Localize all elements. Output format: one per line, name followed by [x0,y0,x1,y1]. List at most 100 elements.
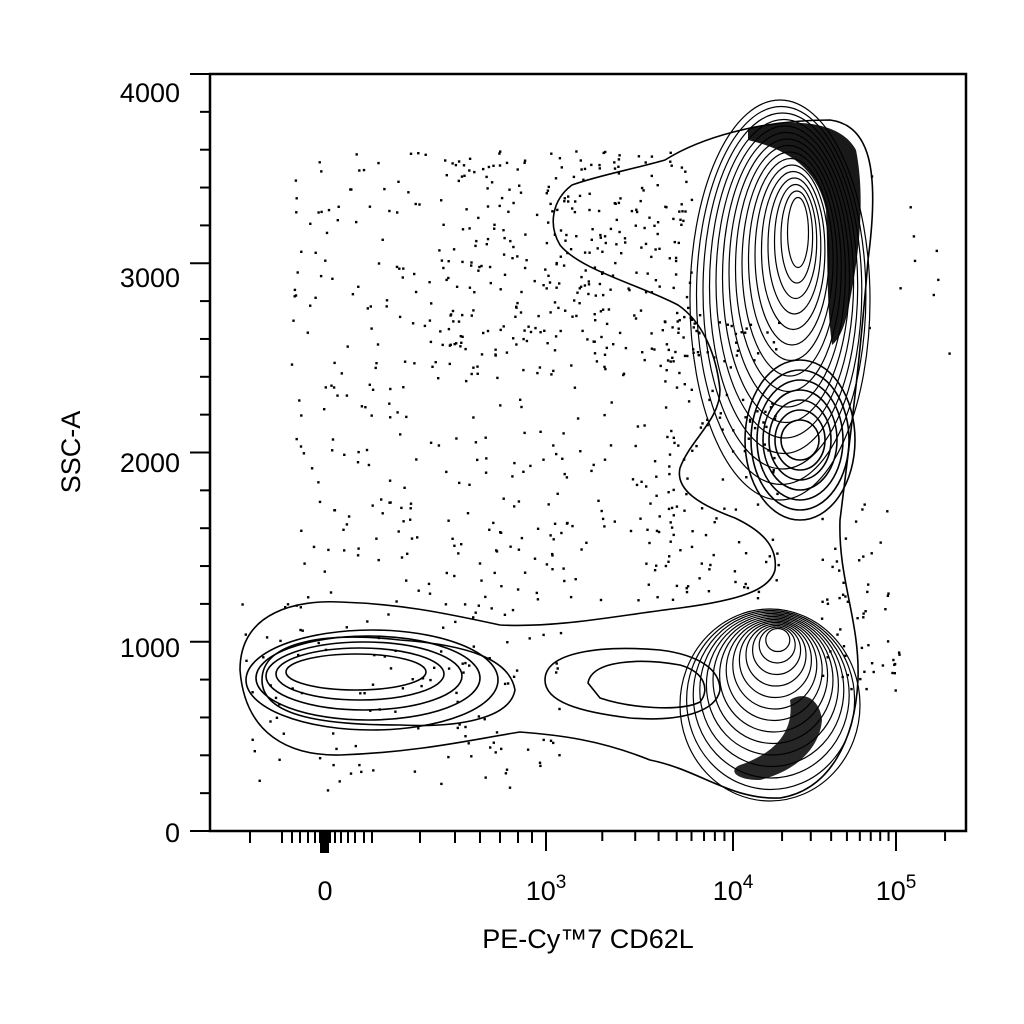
event-dot [241,603,244,606]
event-dot [543,329,546,332]
event-dot [524,233,527,236]
event-dot [512,245,515,249]
event-dot [863,503,866,506]
contour-ring-upper-right [760,170,826,331]
event-dot [584,269,587,272]
event-dot [640,186,644,190]
event-dot [701,422,704,425]
event-dot [639,517,642,520]
event-dot [630,209,634,213]
event-dot [698,314,702,317]
event-dot [487,165,491,169]
event-dot [588,192,591,195]
event-dot [737,541,741,544]
event-dot [462,164,466,167]
event-dot [522,368,525,372]
event-dot [278,758,281,761]
event-dot [472,616,475,619]
event-dot [686,477,689,480]
event-dot [499,288,502,291]
contour-ring-mid-right [768,399,832,481]
event-dot [359,692,362,695]
event-dot [290,363,294,366]
event-dot [678,319,681,322]
event-dot [649,502,652,505]
event-dot [712,553,715,557]
event-dot [338,780,341,783]
event-dot [467,742,470,745]
event-dot [488,657,491,660]
event-dot [299,606,302,609]
event-dot [886,510,889,513]
event-dot [665,343,669,346]
event-dot [427,582,431,586]
event-dot [582,178,585,181]
event-dot [591,228,594,231]
event-dot [653,460,657,463]
event-dot [675,386,679,389]
event-dot [411,322,415,325]
event-dot [494,751,497,754]
event-dot [428,592,432,595]
event-dot [470,755,473,758]
event-dot [383,187,386,191]
event-dot [587,280,590,283]
event-dot [549,202,552,206]
event-dot [762,421,765,424]
contour-ring-lower-right [738,621,813,699]
event-dot [355,220,358,224]
event-dot [753,359,756,362]
event-dot [675,584,679,588]
event-dot [603,458,607,461]
event-dot [863,670,866,673]
event-dot [454,620,457,624]
event-dot [637,155,641,158]
event-dot [441,343,444,347]
event-dot [466,512,470,515]
event-dot [358,763,361,767]
event-dot [525,339,529,343]
event-dot [599,310,603,313]
event-dot [643,358,646,362]
event-dot [343,549,346,552]
event-dot [447,755,450,759]
event-dot [295,437,298,441]
contour-ring-lower-right [685,609,856,791]
event-dot [299,628,302,632]
event-dot [588,208,591,212]
event-dot [526,748,530,751]
event-dot [733,570,737,573]
event-dot [398,315,402,319]
event-dot [690,271,693,274]
event-dot [377,262,381,265]
event-dot [708,398,711,402]
event-dot [368,205,372,208]
event-dot [474,611,477,614]
event-dot [453,342,456,346]
event-dot [749,323,753,326]
event-dot [528,637,531,640]
event-dot [371,683,375,686]
event-dot [314,296,317,299]
event-dot [821,517,824,521]
event-dot [773,456,776,460]
event-dot [563,200,566,203]
event-dot [653,569,657,572]
event-dot [617,158,621,161]
event-dot [643,424,646,427]
event-dot [864,610,867,613]
event-dot [440,650,443,653]
event-dot [399,433,402,436]
event-dot [294,179,298,182]
event-dot [444,159,447,162]
event-dot [690,545,694,549]
event-dot [536,527,540,530]
event-dot [293,288,297,292]
event-dot [624,241,627,244]
event-dot [445,278,448,282]
event-dot [664,380,667,383]
event-dot [670,526,674,529]
event-dot [657,530,661,534]
event-dot [841,593,845,596]
event-dot [516,588,520,591]
